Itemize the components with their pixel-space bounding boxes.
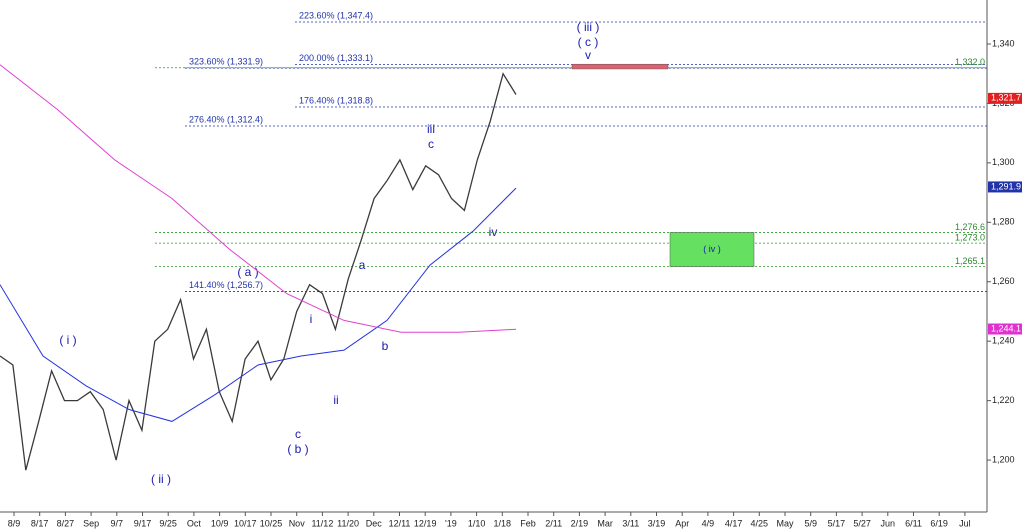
- price-tag: [988, 181, 1022, 193]
- x-tick-label: 8/27: [57, 518, 75, 528]
- x-tick-label: 11/20: [337, 518, 359, 528]
- x-tick-label: 10/9: [211, 518, 229, 528]
- x-tick-label: 12/11: [389, 518, 411, 528]
- fib-label: 323.60% (1,331.9): [189, 56, 263, 66]
- x-tick-label: 2/11: [545, 518, 562, 528]
- x-tick-label: Sep: [83, 518, 99, 528]
- x-tick-label: 1/18: [494, 518, 512, 528]
- x-tick-label: 5/9: [804, 518, 817, 528]
- wave-label: ii: [333, 393, 338, 407]
- x-tick-label: Apr: [675, 518, 689, 528]
- zone: [669, 232, 755, 267]
- x-tick-label: 9/17: [134, 518, 152, 528]
- x-tick-label: Dec: [366, 518, 383, 528]
- y-tick-label: 1,280: [992, 217, 1015, 227]
- wave-label: c: [295, 427, 301, 441]
- wave-label: b: [382, 339, 389, 353]
- price-tag-label: 1,321.7: [991, 93, 1021, 103]
- price-tag: [988, 92, 1022, 104]
- zone: [571, 63, 669, 70]
- x-tick-label: 6/11: [905, 518, 922, 528]
- zone-label: ( iv ): [703, 244, 721, 254]
- y-tick-label: 1,300: [992, 157, 1015, 167]
- y-tick-label: 1,260: [992, 276, 1015, 286]
- series-line: [0, 72, 517, 471]
- x-tick-label: 3/11: [622, 518, 639, 528]
- x-tick-label: Mar: [597, 518, 613, 528]
- fib-label: 200.00% (1,333.1): [299, 53, 373, 63]
- wave-label: c: [428, 137, 434, 151]
- fib-label: 176.40% (1,318.8): [299, 95, 373, 105]
- x-tick-label: 4/9: [702, 518, 715, 528]
- x-tick-label: Feb: [520, 518, 536, 528]
- wave-label: a: [359, 258, 366, 272]
- x-tick-label: '19: [445, 518, 457, 528]
- x-tick-label: 11/12: [311, 518, 333, 528]
- wave-label: i: [310, 312, 313, 326]
- fib-label: 223.60% (1,347.4): [299, 10, 373, 20]
- y-tick-label: 1,340: [992, 38, 1015, 48]
- x-tick-label: 9/7: [111, 518, 124, 528]
- price-tag-label: 1,291.9: [991, 181, 1021, 191]
- x-tick-label: 8/17: [31, 518, 49, 528]
- wave-label: ( b ): [287, 442, 308, 456]
- x-tick-label: 8/9: [8, 518, 21, 528]
- x-tick-label: Jun: [881, 518, 896, 528]
- x-tick-label: 4/25: [751, 518, 769, 528]
- x-tick-label: 5/27: [853, 518, 871, 528]
- x-tick-label: 12/19: [414, 518, 437, 528]
- target-label: 1,273.0: [955, 232, 985, 242]
- x-tick-label: Jul: [959, 518, 971, 528]
- x-tick-label: 10/17: [234, 518, 257, 528]
- y-tick-label: 1,200: [992, 454, 1015, 464]
- x-tick-label: 9/25: [159, 518, 177, 528]
- target-label: 1,265.1: [955, 256, 985, 266]
- target-label: 1,332.0: [955, 57, 985, 67]
- x-tick-label: 10/25: [260, 518, 283, 528]
- x-tick-label: 5/17: [828, 518, 846, 528]
- x-tick-label: 1/10: [468, 518, 486, 528]
- y-tick-label: 1,220: [992, 395, 1015, 405]
- wave-label: ( c ): [578, 35, 599, 49]
- fib-label: 276.40% (1,312.4): [189, 114, 263, 124]
- wave-label: ( a ): [237, 265, 258, 279]
- x-tick-label: Oct: [187, 518, 202, 528]
- series-line: [0, 64, 517, 333]
- price-tag-label: 1,244.1: [991, 323, 1021, 333]
- x-tick-label: Nov: [289, 518, 306, 528]
- wave-label: iii: [427, 122, 435, 136]
- fib-label: 141.40% (1,256.7): [189, 280, 263, 290]
- x-tick-label: 4/17: [725, 518, 743, 528]
- x-tick-label: 3/19: [648, 518, 666, 528]
- wave-label: ( ii ): [151, 472, 171, 486]
- target-label: 1,276.6: [955, 222, 985, 232]
- x-tick-label: 6/19: [930, 518, 948, 528]
- wave-label: v: [585, 48, 591, 62]
- x-tick-label: 2/19: [571, 518, 589, 528]
- x-tick-label: May: [776, 518, 794, 528]
- price-tag: [988, 323, 1022, 335]
- series-line: [0, 187, 517, 422]
- wave-label: ( iii ): [577, 20, 600, 34]
- y-tick-label: 1,240: [992, 336, 1015, 346]
- wave-label: ( i ): [59, 333, 76, 347]
